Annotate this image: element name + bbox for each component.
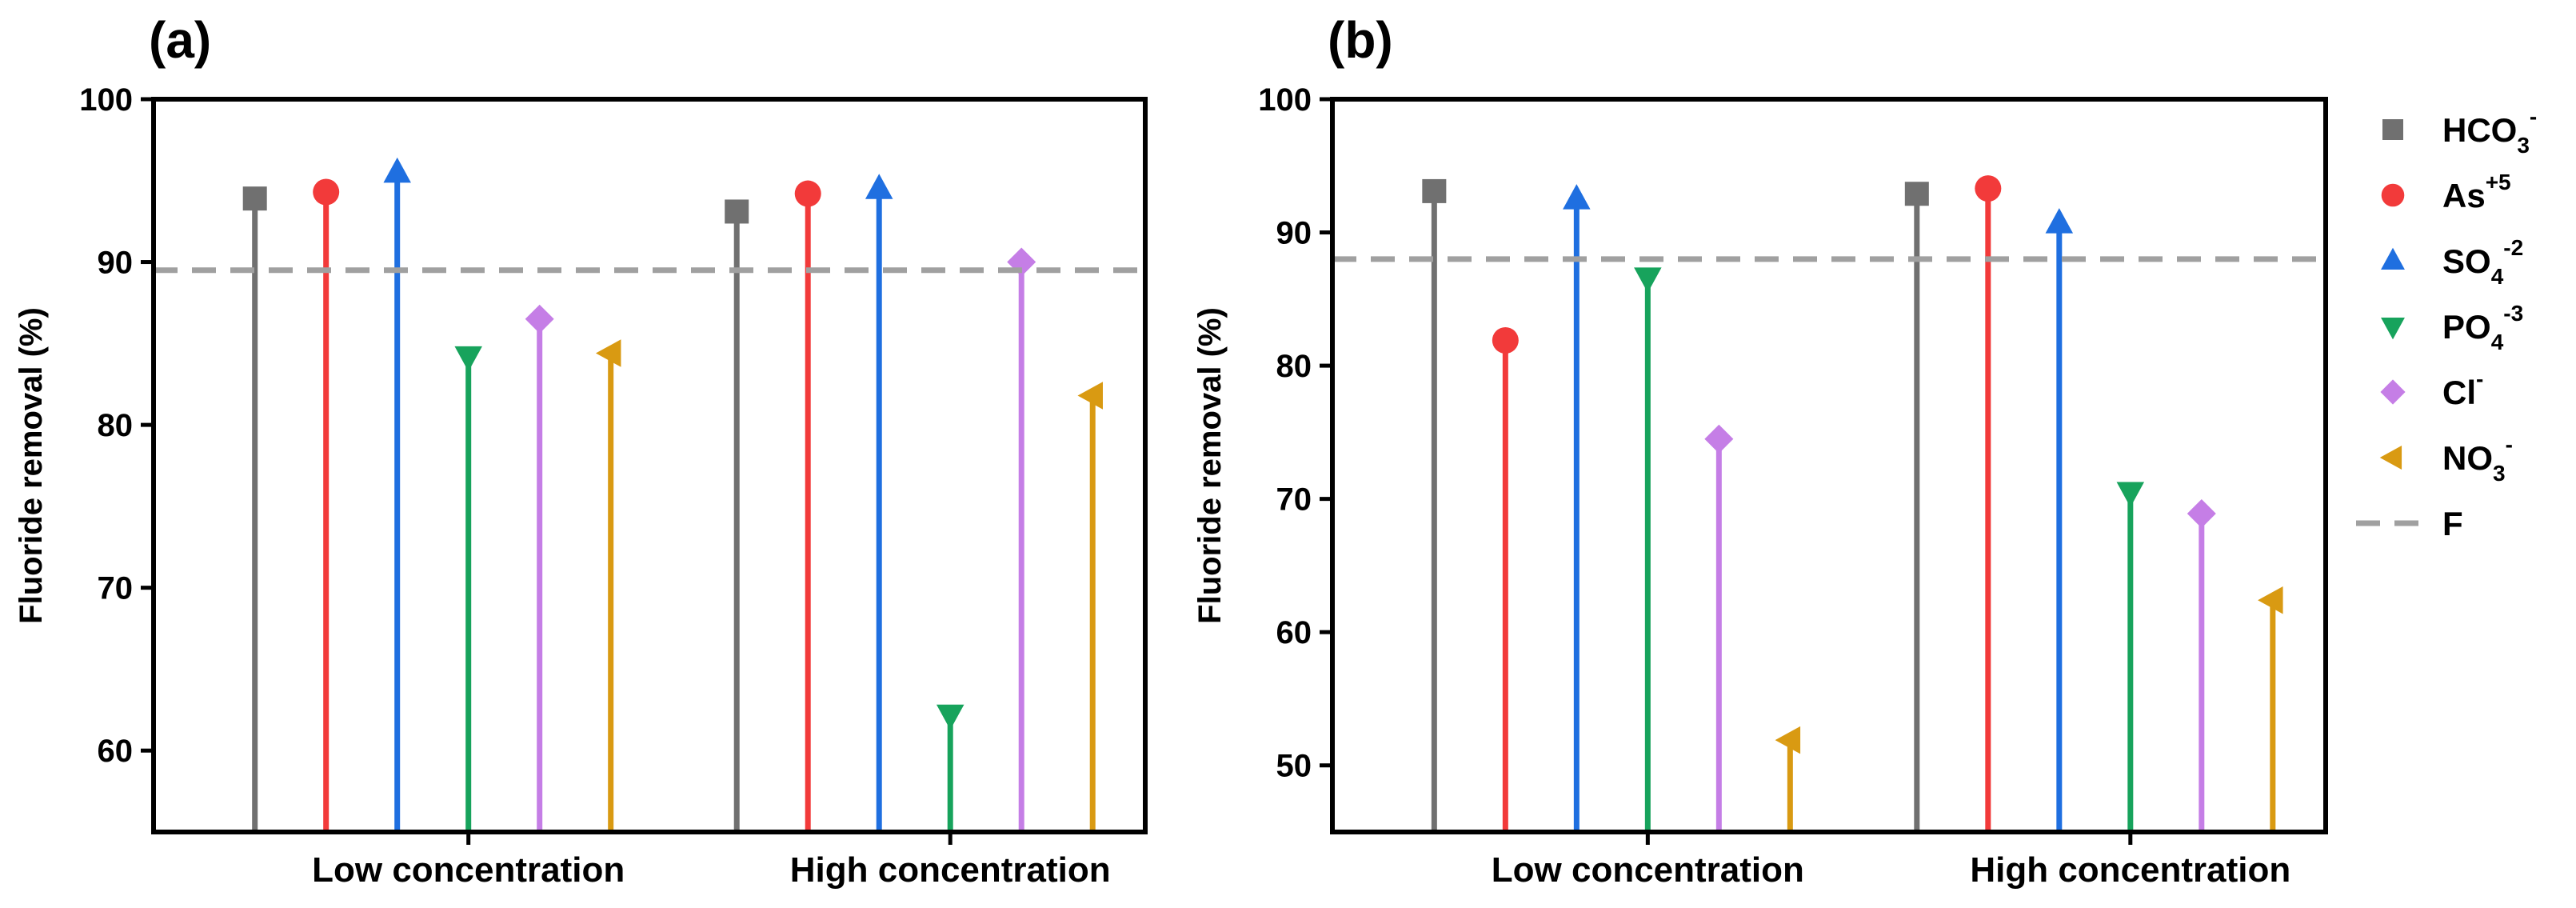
panel-a-marker-as <box>313 178 340 206</box>
legend-label-po4: PO4-3 <box>2442 301 2523 354</box>
legend-label-so4: SO4-2 <box>2442 235 2523 289</box>
panel-a-y-tick-label: 100 <box>79 82 133 118</box>
panel-b-y-tick-label: 80 <box>1276 349 1312 384</box>
panel-b-y-tick-label: 60 <box>1276 615 1312 650</box>
panel-b-category-label: High concentration <box>1970 850 2290 890</box>
panel-a-marker-po4 <box>936 704 965 730</box>
panel-b-y-axis-title: Fluoride removal (%) <box>1192 307 1228 624</box>
panel-b-plot-frame <box>1330 97 2328 834</box>
panel-a-y-axis-title: Fluoride removal (%) <box>14 307 49 624</box>
legend-marker-hco3 <box>2382 119 2403 140</box>
legend-marker-as <box>2381 183 2405 207</box>
panel-a-marker-cl <box>525 304 554 334</box>
panel-b: (b) Fluoride removal (%) 50 60 70 80 90 100 Low … <box>1192 11 2328 890</box>
panel-a-marker-no3 <box>595 339 621 367</box>
legend-label-no3: NO3- <box>2442 432 2513 486</box>
legend-label-f: F <box>2442 505 2463 542</box>
panel-b-marker-no3 <box>1775 726 1801 754</box>
panel-a-category-label: Low concentration <box>312 850 625 890</box>
legend-marker-po4 <box>2381 317 2405 340</box>
panel-b-marker-po4 <box>1634 267 1662 293</box>
panel-b-y-tick-label: 90 <box>1276 216 1312 251</box>
panel-a-y-tick-label: 60 <box>98 734 134 769</box>
panel-a-y-tick-label: 80 <box>98 408 134 443</box>
panel-a-label: (a) <box>149 11 211 69</box>
panel-b-marker-cl <box>2187 498 2216 528</box>
panel-a-y-tick-label: 90 <box>98 246 134 281</box>
panel-b-marker-cl <box>1704 424 1734 454</box>
panel-b-marker-hco3 <box>1422 178 1447 203</box>
legend-label-as: As+5 <box>2442 170 2511 214</box>
panel-b-y-tick-label: 50 <box>1276 749 1312 784</box>
panel-b-marker-as <box>1492 326 1519 354</box>
panel-b-label: (b) <box>1328 11 1393 69</box>
panel-b-marker-po4 <box>2116 482 2145 508</box>
panel-a-category-label: High concentration <box>790 850 1111 890</box>
legend: HCO3- As+5 SO4-2 PO4-3 Cl- NO3- F <box>2356 104 2537 542</box>
panel-b-marker-so4 <box>1563 184 1591 210</box>
legend-label-cl: Cl- <box>2442 366 2483 411</box>
legend-label-hco3: HCO3- <box>2442 104 2537 158</box>
legend-marker-no3 <box>2379 446 2402 470</box>
panel-a-marker-hco3 <box>725 199 749 224</box>
panel-a-marker-hco3 <box>242 186 267 211</box>
panel-b-y-tick-label: 70 <box>1276 482 1312 518</box>
legend-marker-cl <box>2380 379 2406 405</box>
panel-a-marker-po4 <box>454 346 482 372</box>
panel-a-marker-so4 <box>865 174 893 199</box>
panel-a-plot-frame <box>151 97 1148 834</box>
panel-b-category-label: Low concentration <box>1492 850 1804 890</box>
panel-a: (a) Fluoride removal (%) 60 70 80 90 100 Low co… <box>14 11 1148 890</box>
panel-b-marker-hco3 <box>1904 182 1929 206</box>
panel-b-marker-so4 <box>2045 208 2074 234</box>
panel-a-marker-no3 <box>1077 382 1103 410</box>
panel-b-marker-as <box>1975 175 2002 202</box>
panel-b-y-tick-label: 100 <box>1258 82 1312 118</box>
legend-marker-so4 <box>2381 247 2405 270</box>
panel-b-marker-no3 <box>2258 586 2283 614</box>
panel-a-marker-as <box>794 180 821 207</box>
panel-a-marker-so4 <box>383 157 411 183</box>
panel-a-y-tick-label: 70 <box>98 571 134 606</box>
